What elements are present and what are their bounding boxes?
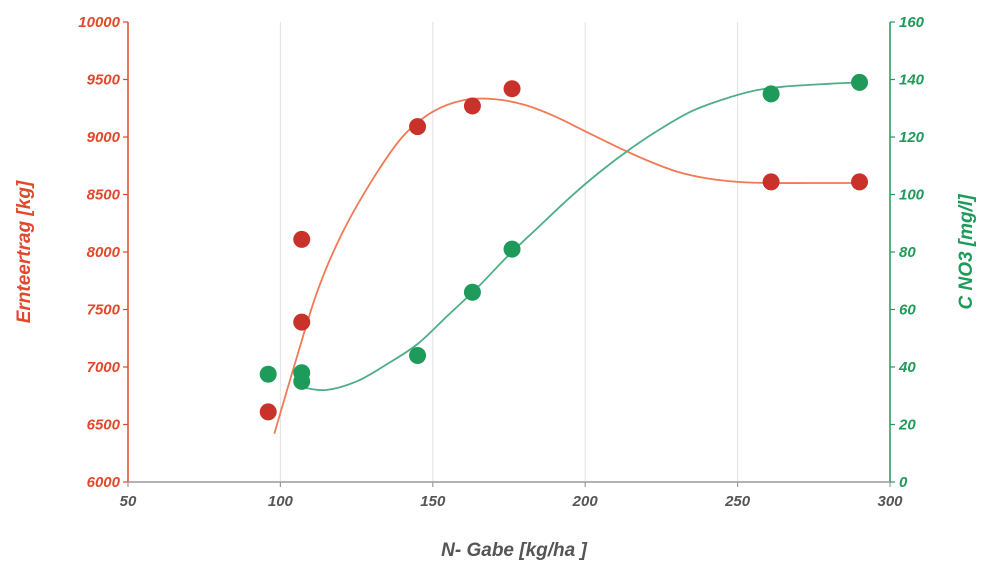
y-right-tick-label: 160 bbox=[899, 14, 925, 31]
y-right-tick-label: 20 bbox=[898, 417, 916, 434]
data-point-right bbox=[762, 85, 780, 103]
y-axis-left-label: Ernteertrag [kg] bbox=[14, 180, 35, 323]
data-point-left bbox=[463, 97, 481, 115]
axes bbox=[123, 21, 895, 487]
data-point-left bbox=[293, 313, 311, 331]
data-point-left bbox=[293, 230, 311, 248]
x-tick-label: 200 bbox=[572, 493, 599, 510]
y-left-tick-label: 6500 bbox=[87, 417, 121, 434]
tick-labels: 6000 6500 7000 7500 8000 8500 9000 9500 10000 0 20… bbox=[78, 14, 924, 510]
y-right-tick-label: 100 bbox=[899, 187, 925, 204]
data-point-left bbox=[409, 118, 427, 136]
data-point-right bbox=[503, 240, 521, 258]
x-tick-label: 250 bbox=[724, 493, 751, 510]
y-right-tick-label: 0 bbox=[899, 474, 908, 491]
x-tick-label: 300 bbox=[877, 493, 903, 510]
data-point-right bbox=[293, 372, 311, 390]
y-left-tick-label: 8500 bbox=[87, 187, 121, 204]
trend-lines bbox=[273, 81, 860, 434]
data-point-right bbox=[851, 73, 869, 91]
y-right-tick-label: 80 bbox=[899, 244, 916, 261]
data-point-right bbox=[463, 283, 481, 301]
trend-line-left bbox=[273, 97, 860, 434]
y-left-tick-label: 6000 bbox=[87, 474, 121, 491]
x-tick-label: 50 bbox=[120, 493, 137, 510]
data-points bbox=[259, 73, 869, 421]
y-left-tick-label: 9500 bbox=[87, 72, 121, 89]
y-axis-right-label: C NO3 [mg/l] bbox=[956, 194, 977, 310]
y-left-tick-label: 10000 bbox=[78, 14, 120, 31]
y-right-tick-label: 40 bbox=[898, 359, 916, 376]
y-left-tick-label: 9000 bbox=[87, 129, 121, 146]
y-left-tick-label: 7000 bbox=[87, 359, 121, 376]
data-point-left bbox=[851, 173, 869, 191]
data-point-left bbox=[762, 173, 780, 191]
y-left-tick-label: 7500 bbox=[87, 302, 121, 319]
y-left-tick-label: 8000 bbox=[87, 244, 121, 261]
trend-line-right bbox=[301, 81, 860, 392]
x-tick-label: 150 bbox=[420, 493, 446, 510]
data-point-left bbox=[259, 403, 277, 421]
data-point-right bbox=[259, 365, 277, 383]
x-tick-label: 100 bbox=[268, 493, 294, 510]
data-point-right bbox=[409, 347, 427, 364]
data-point-left bbox=[503, 80, 521, 98]
y-right-tick-label: 60 bbox=[899, 302, 916, 319]
grid-lines bbox=[279, 22, 739, 482]
y-right-tick-label: 120 bbox=[899, 129, 925, 146]
x-axis-label: N- Gabe [kg/ha ] bbox=[441, 540, 587, 561]
y-right-tick-label: 140 bbox=[899, 72, 925, 89]
